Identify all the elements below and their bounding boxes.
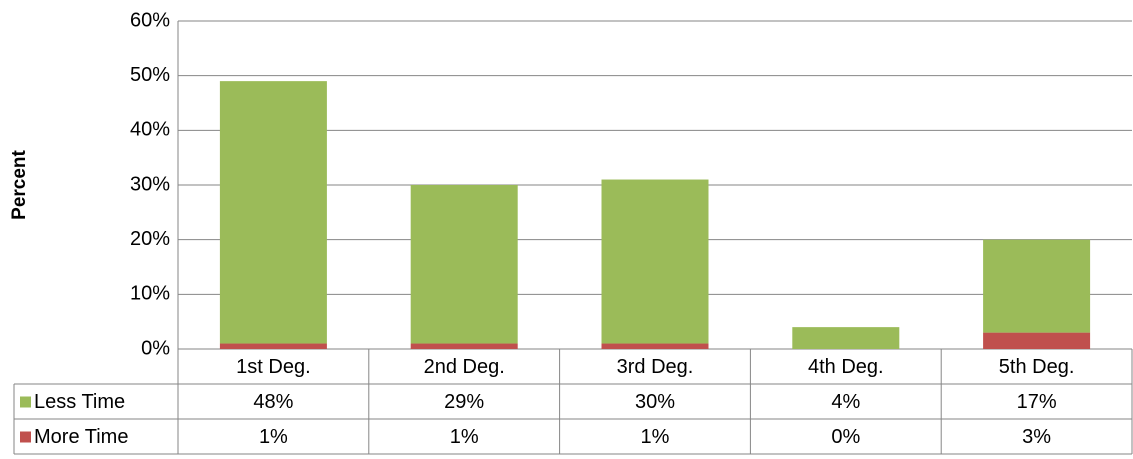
table-cell: 0% [831, 426, 860, 448]
x-tick-label: 2nd Deg. [424, 356, 505, 378]
bar-segment [983, 239, 1091, 333]
y-tick-label: 0% [141, 337, 170, 359]
y-tick-label: 20% [130, 228, 170, 250]
legend-key [20, 396, 31, 408]
bar-segment [219, 81, 327, 344]
x-tick-label: 4th Deg. [808, 356, 884, 378]
table-cell: 29% [444, 391, 484, 413]
legend-label: Less Time [34, 391, 125, 413]
table-cell: 30% [635, 391, 675, 413]
y-tick-label: 40% [130, 119, 170, 141]
y-tick-label: 10% [130, 283, 170, 305]
table-cell: 1% [641, 426, 670, 448]
y-tick-label: 50% [130, 64, 170, 86]
bar-segment [792, 327, 900, 349]
bar-segment [410, 185, 518, 344]
table-cell: 3% [1022, 426, 1051, 448]
y-tick-label: 60% [130, 9, 170, 31]
x-tick-label: 5th Deg. [999, 356, 1075, 378]
legend-key [20, 431, 31, 443]
bar-segment [410, 343, 518, 349]
x-tick-label: 3rd Deg. [617, 356, 694, 378]
bar-segment [219, 343, 327, 349]
table-cell: 17% [1017, 391, 1057, 413]
legend-label: More Time [34, 426, 128, 448]
bar-segment [601, 343, 709, 349]
y-axis-label: Percent [9, 149, 30, 219]
table-cell: 48% [253, 391, 293, 413]
table-cell: 1% [259, 426, 288, 448]
bar-segment [601, 179, 709, 344]
table-cell: 1% [450, 426, 479, 448]
table-cell: 4% [831, 391, 860, 413]
y-tick-label: 30% [130, 173, 170, 195]
bar-segment [983, 332, 1091, 349]
x-tick-label: 1st Deg. [236, 356, 310, 378]
